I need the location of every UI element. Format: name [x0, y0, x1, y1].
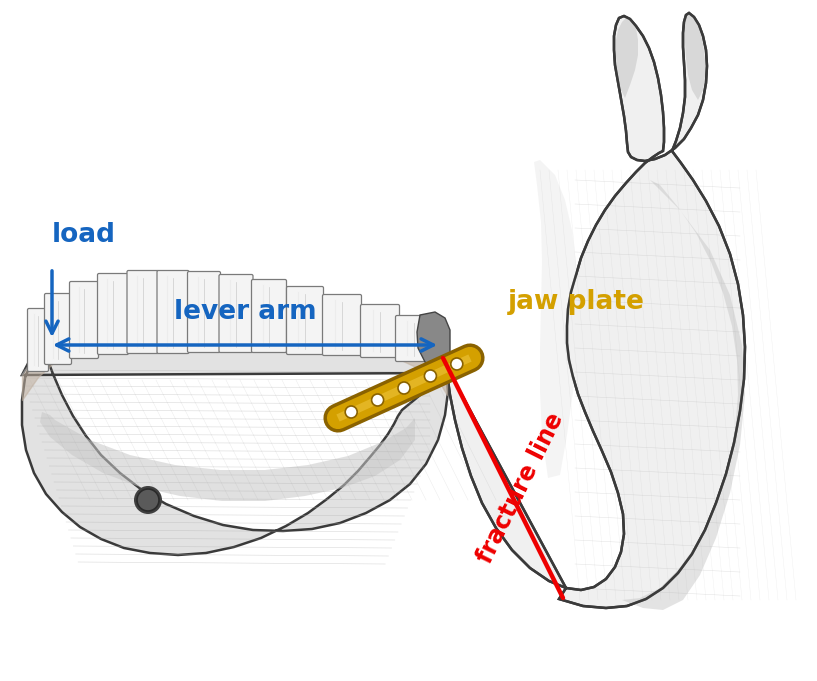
Text: fracture line: fracture line [473, 409, 569, 567]
FancyBboxPatch shape [360, 304, 400, 358]
FancyBboxPatch shape [157, 270, 189, 353]
Circle shape [372, 394, 384, 406]
FancyBboxPatch shape [219, 274, 253, 353]
Circle shape [346, 406, 357, 418]
Polygon shape [685, 14, 705, 100]
FancyBboxPatch shape [252, 279, 287, 353]
Polygon shape [40, 412, 415, 501]
Circle shape [134, 486, 162, 514]
FancyBboxPatch shape [323, 294, 361, 355]
Text: load: load [52, 222, 116, 248]
FancyBboxPatch shape [287, 287, 324, 355]
FancyBboxPatch shape [28, 308, 48, 372]
Circle shape [137, 489, 159, 511]
FancyBboxPatch shape [69, 281, 99, 358]
Polygon shape [22, 307, 448, 555]
Text: jaw plate: jaw plate [508, 289, 645, 315]
Polygon shape [417, 312, 450, 368]
Polygon shape [616, 17, 638, 98]
Polygon shape [443, 13, 745, 608]
FancyBboxPatch shape [97, 274, 128, 355]
Polygon shape [622, 180, 745, 610]
Circle shape [451, 358, 462, 370]
Circle shape [424, 370, 436, 382]
Polygon shape [534, 160, 578, 478]
FancyBboxPatch shape [395, 315, 432, 362]
FancyBboxPatch shape [127, 270, 159, 353]
FancyBboxPatch shape [187, 272, 221, 353]
Text: lever arm: lever arm [174, 299, 316, 325]
FancyBboxPatch shape [44, 294, 72, 364]
Circle shape [398, 382, 410, 394]
